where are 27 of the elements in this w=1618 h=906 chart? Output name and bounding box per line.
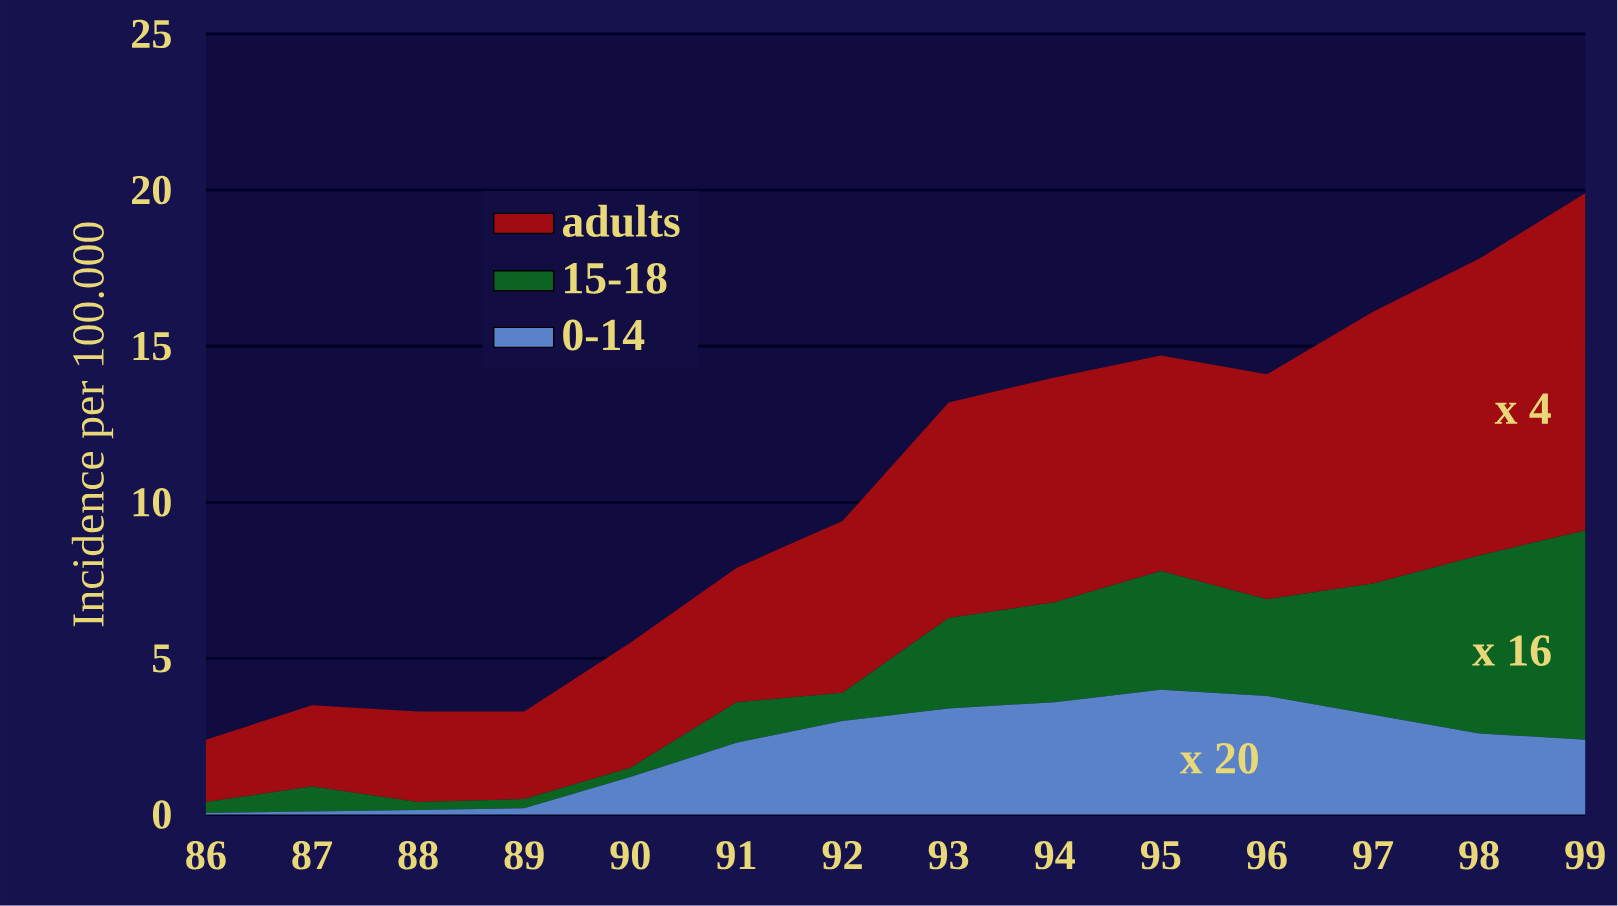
y-axis-title: Incidence per 100.000 (71, 222, 114, 627)
y-tick-label: 15 (133, 332, 171, 361)
x-tick-label: 89 (504, 841, 544, 870)
x-tick-label: 86 (186, 841, 226, 870)
x-tick-label: 96 (1247, 841, 1287, 870)
annotation: x 20 (1179, 743, 1258, 775)
x-tick-label: 99 (1565, 841, 1605, 870)
y-tick-label: 25 (132, 20, 171, 49)
y-tick-label: 20 (132, 176, 171, 205)
y-tick-label: 0 (152, 800, 171, 830)
x-tick-label: 97 (1353, 841, 1394, 870)
legend-label: 15-18 (565, 263, 667, 294)
annotation: x 16 (1472, 635, 1551, 667)
legend-label: adults (562, 205, 680, 238)
x-tick-label: 92 (822, 841, 862, 870)
y-tick-label: 5 (153, 644, 171, 673)
y-tick-label: 10 (133, 488, 171, 517)
x-tick-label: 95 (1140, 841, 1181, 870)
x-tick-label: 88 (398, 841, 438, 870)
x-tick-label: 93 (928, 841, 969, 870)
annotation: x 4 (1494, 393, 1551, 424)
x-tick-label: 87 (292, 841, 333, 870)
x-tick-label: 94 (1034, 841, 1075, 870)
x-tick-label: 90 (610, 841, 650, 870)
x-tick-label: 98 (1459, 841, 1499, 870)
legend-label: 0-14 (563, 319, 645, 351)
x-tick-label: 91 (716, 841, 756, 870)
